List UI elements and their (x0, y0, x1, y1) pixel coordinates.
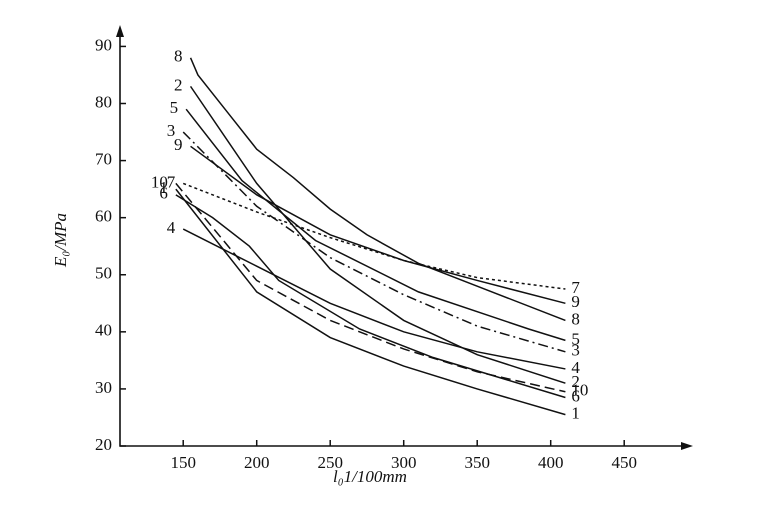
series-label: 9 (571, 292, 580, 311)
x-tick-label: 450 (611, 453, 637, 472)
y-tick-label: 90 (95, 35, 112, 54)
series-label: 1 (159, 178, 168, 197)
line (190, 145, 566, 305)
x-tick-label: 350 (464, 453, 490, 472)
series-label: 10 (571, 381, 588, 400)
y-tick-label: 80 (95, 92, 112, 111)
series-label: 7 (167, 172, 176, 191)
x-arrow (681, 442, 693, 450)
series-label: 4 (571, 358, 580, 377)
series-label: 9 (174, 135, 183, 154)
line (175, 194, 566, 399)
line (182, 131, 566, 353)
y-tick-label: 50 (95, 264, 112, 283)
line (189, 57, 566, 322)
line (182, 182, 566, 290)
series-label: 2 (174, 75, 183, 94)
series-label: 5 (571, 329, 580, 348)
series-label: 4 (167, 218, 176, 237)
series-label: 8 (571, 309, 580, 328)
line (175, 182, 566, 393)
y-tick-label: 30 (95, 378, 112, 397)
y-tick-label: 20 (95, 435, 112, 454)
series-label: 3 (167, 121, 176, 140)
y-tick-label: 40 (95, 321, 112, 340)
series-label: 6 (159, 184, 168, 203)
series-label: 10 (151, 172, 168, 191)
line (175, 188, 566, 416)
y-axis-label: E₀/MPa (51, 213, 70, 268)
line (185, 108, 566, 342)
x-tick-label: 150 (170, 453, 196, 472)
series-label: 8 (174, 47, 183, 66)
line (189, 85, 566, 384)
y-tick-label: 70 (95, 149, 112, 168)
y-arrow (116, 25, 124, 37)
series-label: 7 (571, 278, 580, 297)
series-label: 5 (170, 98, 179, 117)
x-axis-label: l₀1/100mm (333, 467, 407, 486)
series-label: 1 (571, 404, 580, 423)
x-tick-label: 250 (317, 453, 343, 472)
x-tick-label: 400 (538, 453, 564, 472)
x-tick-label: 200 (244, 453, 270, 472)
series-label: 6 (571, 386, 580, 405)
y-tick-label: 60 (95, 207, 112, 226)
series-label: 3 (571, 341, 580, 360)
x-tick-label: 300 (391, 453, 417, 472)
series-label: 2 (571, 372, 580, 391)
line (182, 228, 566, 370)
